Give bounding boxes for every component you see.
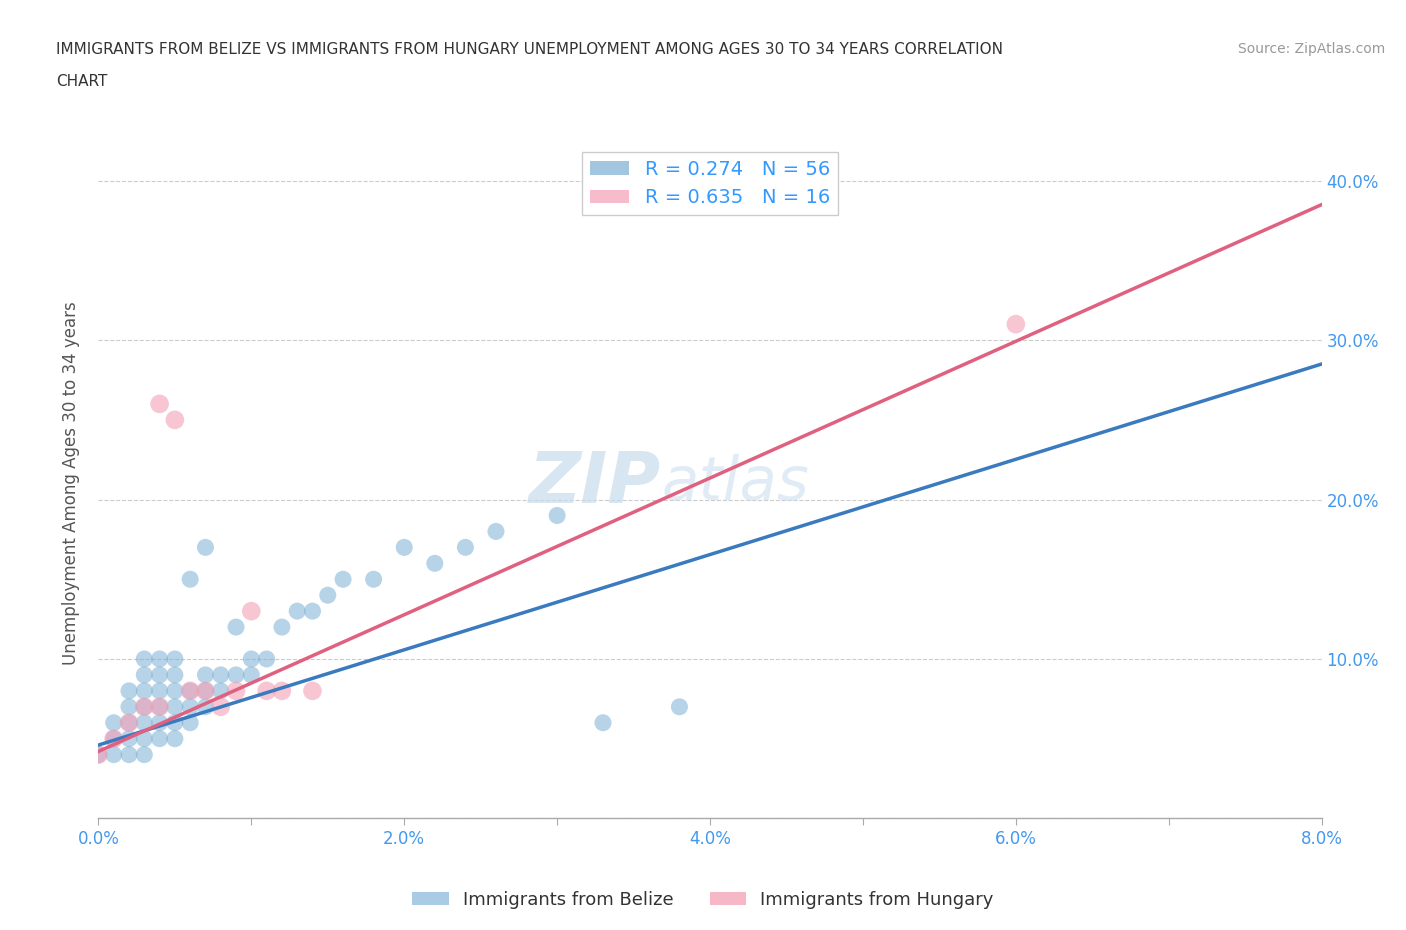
Point	[134, 731, 156, 746]
Point	[87, 747, 110, 762]
Point	[301, 604, 323, 618]
Text: ZIP: ZIP	[529, 449, 661, 518]
Point	[423, 556, 446, 571]
Point	[668, 699, 690, 714]
Point	[103, 731, 125, 746]
Legend: R = 0.274   N = 56, R = 0.635   N = 16: R = 0.274 N = 56, R = 0.635 N = 16	[582, 152, 838, 215]
Point	[163, 699, 186, 714]
Point	[118, 699, 141, 714]
Text: IMMIGRANTS FROM BELIZE VS IMMIGRANTS FROM HUNGARY UNEMPLOYMENT AMONG AGES 30 TO : IMMIGRANTS FROM BELIZE VS IMMIGRANTS FRO…	[56, 42, 1004, 57]
Point	[149, 731, 172, 746]
Point	[179, 572, 201, 587]
Point	[134, 699, 156, 714]
Point	[179, 715, 201, 730]
Point	[194, 540, 217, 555]
Point	[149, 684, 172, 698]
Point	[134, 684, 156, 698]
Point	[209, 668, 232, 683]
Point	[363, 572, 385, 587]
Point	[118, 684, 141, 698]
Point	[134, 652, 156, 667]
Point	[103, 715, 125, 730]
Point	[225, 619, 247, 634]
Point	[209, 684, 232, 698]
Point	[332, 572, 354, 587]
Point	[485, 524, 508, 538]
Point	[285, 604, 308, 618]
Point	[134, 715, 156, 730]
Point	[392, 540, 416, 555]
Point	[240, 668, 263, 683]
Point	[194, 668, 217, 683]
Point	[270, 619, 294, 634]
Point	[149, 396, 172, 411]
Text: Source: ZipAtlas.com: Source: ZipAtlas.com	[1237, 42, 1385, 56]
Point	[592, 715, 614, 730]
Point	[118, 715, 141, 730]
Point	[163, 684, 186, 698]
Point	[149, 699, 172, 714]
Point	[134, 699, 156, 714]
Point	[149, 668, 172, 683]
Point	[454, 540, 477, 555]
Point	[118, 747, 141, 762]
Point	[149, 715, 172, 730]
Point	[149, 699, 172, 714]
Point	[316, 588, 339, 603]
Text: CHART: CHART	[56, 74, 108, 89]
Point	[1004, 317, 1026, 332]
Point	[194, 699, 217, 714]
Point	[149, 652, 172, 667]
Point	[163, 715, 186, 730]
Point	[225, 668, 247, 683]
Point	[270, 684, 294, 698]
Point	[103, 747, 125, 762]
Point	[118, 715, 141, 730]
Point	[179, 699, 201, 714]
Point	[209, 699, 232, 714]
Text: atlas: atlas	[661, 454, 808, 513]
Point	[240, 604, 263, 618]
Point	[103, 731, 125, 746]
Point	[179, 684, 201, 698]
Point	[301, 684, 323, 698]
Point	[256, 684, 278, 698]
Point	[118, 731, 141, 746]
Point	[546, 508, 568, 523]
Point	[194, 684, 217, 698]
Point	[225, 684, 247, 698]
Y-axis label: Unemployment Among Ages 30 to 34 years: Unemployment Among Ages 30 to 34 years	[62, 301, 80, 666]
Point	[87, 747, 110, 762]
Point	[163, 731, 186, 746]
Point	[163, 668, 186, 683]
Legend: Immigrants from Belize, Immigrants from Hungary: Immigrants from Belize, Immigrants from …	[405, 884, 1001, 916]
Point	[256, 652, 278, 667]
Point	[134, 668, 156, 683]
Point	[163, 412, 186, 427]
Point	[240, 652, 263, 667]
Point	[134, 747, 156, 762]
Point	[163, 652, 186, 667]
Point	[194, 684, 217, 698]
Point	[179, 684, 201, 698]
